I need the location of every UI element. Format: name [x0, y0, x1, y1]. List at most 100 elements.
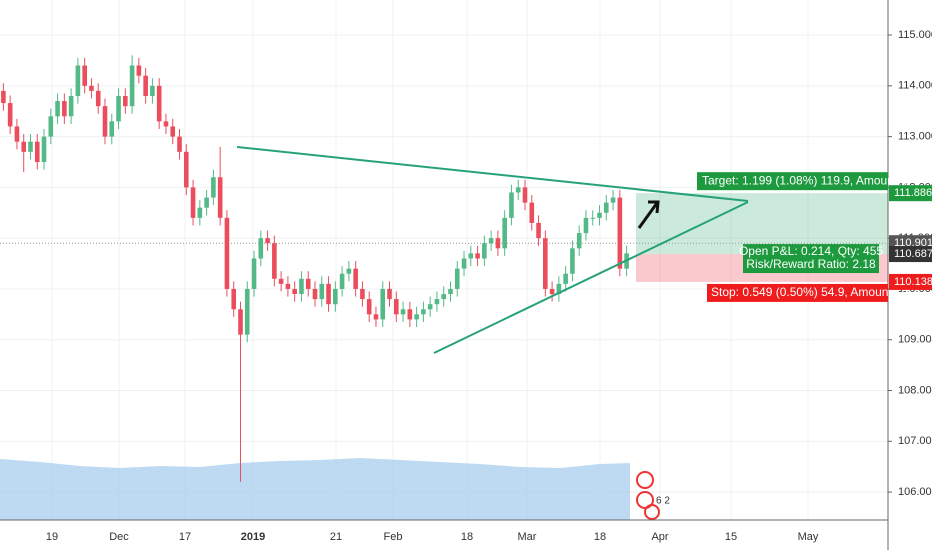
candle-body	[488, 238, 494, 244]
candle-body	[197, 207, 203, 218]
candle-body	[163, 121, 169, 127]
candle-body	[183, 151, 189, 188]
candle-body	[75, 65, 81, 96]
candle-body	[34, 141, 40, 162]
y-tick-label: 113.000	[898, 131, 932, 143]
candle-body	[238, 309, 243, 335]
candle-body	[177, 136, 182, 152]
candle-body	[211, 177, 216, 198]
candle-body	[617, 197, 623, 269]
candle-body	[312, 288, 318, 300]
candle-body	[597, 212, 602, 218]
event-count: 6 2	[656, 496, 670, 507]
candle-body	[244, 288, 250, 335]
candle-body	[272, 243, 277, 279]
candle-body	[231, 288, 237, 310]
candle-body	[48, 116, 54, 137]
x-tick-label: 15	[725, 531, 737, 543]
x-tick-label: 17	[179, 531, 191, 543]
candle-body	[156, 85, 162, 122]
candle-body	[454, 268, 460, 289]
labels: 106.000107.000108.000109.000110.000111.0…	[46, 29, 932, 543]
candle-body	[333, 288, 338, 305]
position-zones	[0, 193, 888, 282]
x-tick-label: Mar	[518, 531, 537, 543]
candle-body	[441, 294, 447, 300]
candle-body	[68, 95, 74, 117]
candle-body	[21, 141, 27, 152]
candle-body	[95, 90, 101, 107]
candle-body	[305, 278, 311, 289]
candle-body	[427, 304, 433, 310]
x-tick-label: Feb	[384, 531, 403, 543]
candle-body	[41, 136, 47, 162]
candle-body	[468, 253, 474, 259]
candle-body	[136, 65, 142, 76]
candle-body	[55, 101, 60, 117]
candle-body	[400, 309, 406, 315]
x-tick-label: 18	[594, 531, 606, 543]
price-tag	[889, 273, 932, 290]
price-tag-label: 110.687	[894, 248, 932, 260]
candle-body	[1, 90, 6, 104]
candle-body	[123, 95, 128, 107]
pnl-box	[743, 244, 879, 274]
candle-body	[590, 217, 596, 219]
candle-body	[502, 217, 507, 249]
candle-body	[583, 217, 589, 234]
stop-label: Stop: 0.549 (0.50%) 54.9, Amount: 75	[711, 285, 912, 299]
candle-body	[299, 278, 304, 295]
x-tick-label: May	[798, 531, 819, 543]
pnl-label: Open P&L: 0.214, Qty: 455	[739, 244, 883, 258]
candle-body	[576, 233, 582, 249]
candle-body	[258, 238, 264, 259]
candle-body	[448, 288, 453, 295]
price-tag-label: 111.886	[894, 187, 932, 199]
candle-body	[522, 187, 528, 203]
trend-line-upper	[236, 146, 749, 202]
target-label: Target: 1.199 (1.08%) 119.9, Amount: 1	[702, 173, 911, 187]
y-tick-label: 109.000	[898, 334, 932, 346]
candle-body	[204, 197, 209, 208]
candle-body	[129, 65, 135, 107]
candle-body	[346, 268, 352, 274]
volume-average-area	[0, 458, 630, 520]
candle-body	[217, 177, 223, 218]
candle-body	[529, 202, 535, 223]
candle-body	[353, 268, 358, 289]
price-tag-label: 110.138	[894, 276, 932, 288]
candle-body	[251, 258, 257, 289]
candle-body	[82, 65, 87, 86]
candle-body	[482, 243, 487, 259]
candle-body	[360, 288, 365, 300]
candle-body	[570, 248, 575, 274]
event-icon	[644, 504, 660, 520]
candle-body	[536, 222, 541, 239]
stop-box	[707, 283, 888, 302]
candle-body	[434, 299, 440, 305]
candle-body	[278, 278, 284, 284]
candle-body	[549, 288, 555, 295]
arrow	[637, 200, 660, 229]
y-tick-label: 115.000	[898, 29, 932, 41]
x-tick-label: Dec	[109, 531, 129, 543]
candle-body	[339, 273, 345, 289]
candle-body	[102, 106, 108, 137]
y-tick-label: 114.000	[898, 80, 932, 92]
price-tag	[889, 185, 932, 202]
candles	[1, 55, 629, 482]
candle-body	[89, 85, 94, 91]
candle-body	[150, 85, 155, 96]
event-icon	[636, 471, 654, 489]
candle-body	[366, 299, 372, 315]
candle-body	[380, 288, 386, 320]
candle-body	[170, 126, 176, 137]
target-box	[697, 172, 888, 191]
candle-body	[387, 288, 392, 300]
x-tick-label: Apr	[651, 531, 668, 543]
candle-body	[28, 141, 33, 152]
candle-body	[515, 187, 521, 193]
x-tick-label: 19	[46, 531, 58, 543]
